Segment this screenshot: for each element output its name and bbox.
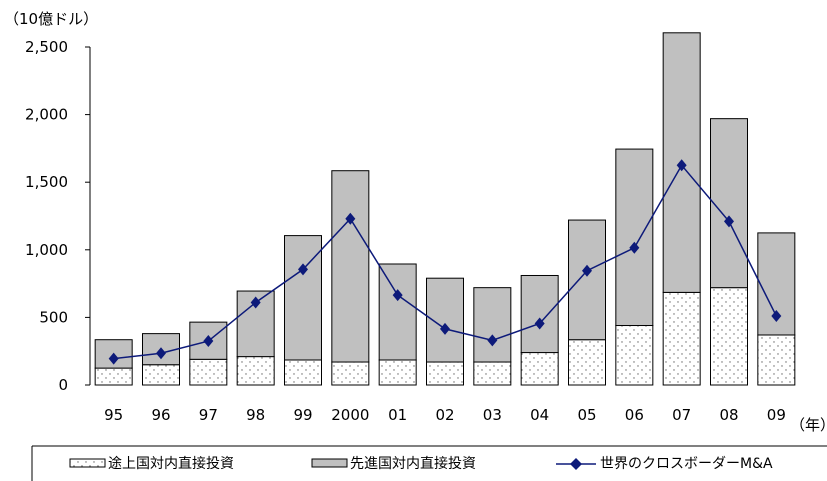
y-tick-label: 500 — [39, 308, 68, 326]
x-tick-label: 05 — [577, 406, 596, 424]
bar-developed — [473, 287, 512, 363]
ma-point — [203, 335, 214, 348]
y-tick-label: 2,500 — [25, 38, 68, 56]
y-tick-label: 1,000 — [25, 241, 68, 259]
x-tick-label: 08 — [719, 406, 738, 424]
bar-developed — [236, 290, 275, 358]
legend-marker-ma — [570, 458, 582, 470]
y-axis-unit-label: （10億ドル） — [4, 10, 98, 28]
legend-swatch-developed — [311, 458, 348, 468]
bar-developing — [284, 359, 322, 386]
legend-label-ma: 世界のクロスボーダーM&A — [600, 456, 773, 472]
bar-developed — [331, 170, 370, 363]
x-axis-labels: 95 96 97 98 99 2000 01 02 03 04 05 06 07 08 09 — [104, 406, 786, 424]
ma-point — [676, 159, 687, 172]
bar-developing — [473, 361, 512, 386]
bar-developing — [615, 325, 654, 386]
bar-developed — [568, 219, 606, 341]
ma-point — [582, 264, 592, 277]
y-tick-label: 0 — [58, 376, 68, 394]
bar-developed — [520, 274, 559, 354]
x-tick-label: 2000 — [331, 406, 369, 424]
ma-point — [156, 347, 166, 360]
ma-point — [487, 334, 498, 347]
bar-developing — [331, 361, 370, 386]
bar-developed — [615, 148, 654, 327]
legend-label-developed: 先進国対内直接投資 — [350, 455, 476, 472]
ma-point — [440, 322, 450, 335]
y-tick-label: 2,000 — [25, 106, 68, 124]
bars-layer — [94, 32, 796, 386]
bar-developing — [426, 361, 464, 386]
x-tick-label: 96 — [151, 406, 170, 424]
x-tick-label: 95 — [104, 406, 123, 424]
ma-point — [771, 310, 782, 323]
x-tick-label: 97 — [199, 406, 218, 424]
ma-point — [392, 289, 403, 302]
x-tick-label: 03 — [483, 406, 502, 424]
ma-point — [629, 241, 640, 254]
bar-developing — [710, 287, 748, 386]
y-axis: 0 500 1,000 1,500 2,000 2,500 — [25, 38, 90, 394]
x-tick-label: 99 — [293, 406, 312, 424]
ma-point — [534, 317, 545, 330]
bar-developing — [189, 358, 228, 386]
bar-developing — [520, 352, 559, 386]
bar-developing — [94, 367, 133, 386]
bar-developed — [378, 263, 417, 361]
bar-developed — [284, 235, 322, 361]
ma-point — [108, 352, 119, 365]
bar-developed — [710, 118, 748, 289]
bar-developing — [142, 364, 180, 386]
ma-point — [250, 296, 261, 309]
ma-point — [724, 215, 734, 228]
bar-developing — [662, 291, 701, 386]
x-tick-label: 04 — [530, 406, 549, 424]
y-tick-label: 1,500 — [25, 173, 68, 191]
x-tick-label: 02 — [435, 406, 454, 424]
ma-point — [345, 212, 356, 225]
line-series-layer — [108, 159, 782, 365]
legend: 途上国対内直接投資 先進国対内直接投資 世界のクロスボーダーM&A — [31, 445, 827, 481]
x-tick-label: 01 — [388, 406, 407, 424]
x-tick-label: 09 — [767, 406, 786, 424]
bar-developing — [757, 334, 796, 386]
legend-label-developing: 途上国対内直接投資 — [108, 455, 234, 472]
x-tick-label: 06 — [625, 406, 644, 424]
bar-developing — [568, 339, 606, 386]
bar-developing — [378, 359, 417, 386]
legend-swatch-developing — [69, 458, 106, 468]
ma-point — [298, 263, 308, 276]
x-axis-unit-label: （年） — [790, 416, 827, 434]
bar-developing — [236, 356, 275, 386]
x-tick-label: 07 — [672, 406, 691, 424]
x-tick-label: 98 — [246, 406, 265, 424]
